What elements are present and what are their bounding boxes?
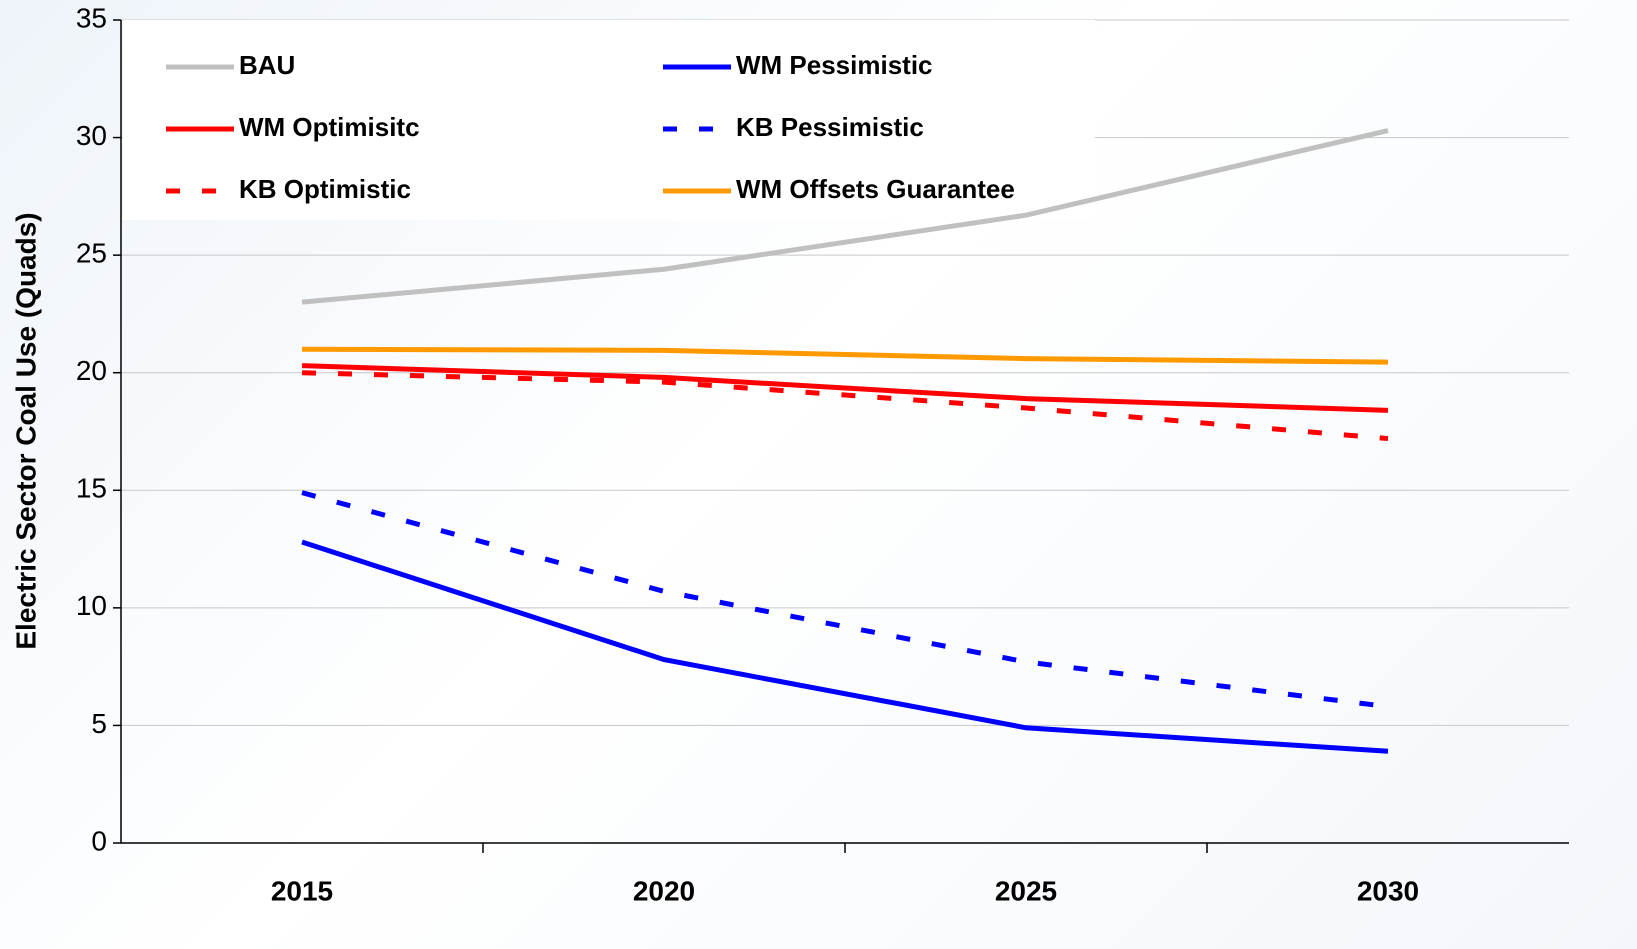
series-line	[301, 128, 1389, 305]
y-tick-label: 15	[76, 473, 107, 504]
legend-label: KB Optimistic	[239, 174, 411, 204]
series-line	[301, 370, 1389, 442]
x-tick-label: 2025	[995, 875, 1057, 906]
y-tick-label: 20	[76, 355, 107, 386]
series-line	[301, 490, 1389, 710]
y-axis-label: Electric Sector Coal Use (Quads)	[10, 212, 41, 649]
series-line	[301, 346, 1389, 365]
legend-label: BAU	[239, 50, 295, 80]
legend-label: WM Pessimistic	[736, 50, 933, 80]
y-tick-label: 25	[76, 238, 107, 269]
legend-label: WM Optimisitc	[239, 112, 420, 142]
legend-label: WM Offsets Guarantee	[736, 174, 1015, 204]
legend-label: KB Pessimistic	[736, 112, 924, 142]
y-tick-label: 30	[76, 120, 107, 151]
y-tick-label: 35	[76, 2, 107, 33]
y-tick-label: 0	[91, 825, 107, 856]
y-tick-label: 5	[91, 708, 107, 739]
legend-box	[123, 20, 1095, 220]
y-tick-label: 10	[76, 590, 107, 621]
series-line	[301, 539, 1389, 754]
series-line	[301, 363, 1389, 413]
x-tick-label: 2030	[1357, 875, 1419, 906]
x-tick-label: 2020	[633, 875, 695, 906]
x-tick-label: 2015	[271, 875, 333, 906]
